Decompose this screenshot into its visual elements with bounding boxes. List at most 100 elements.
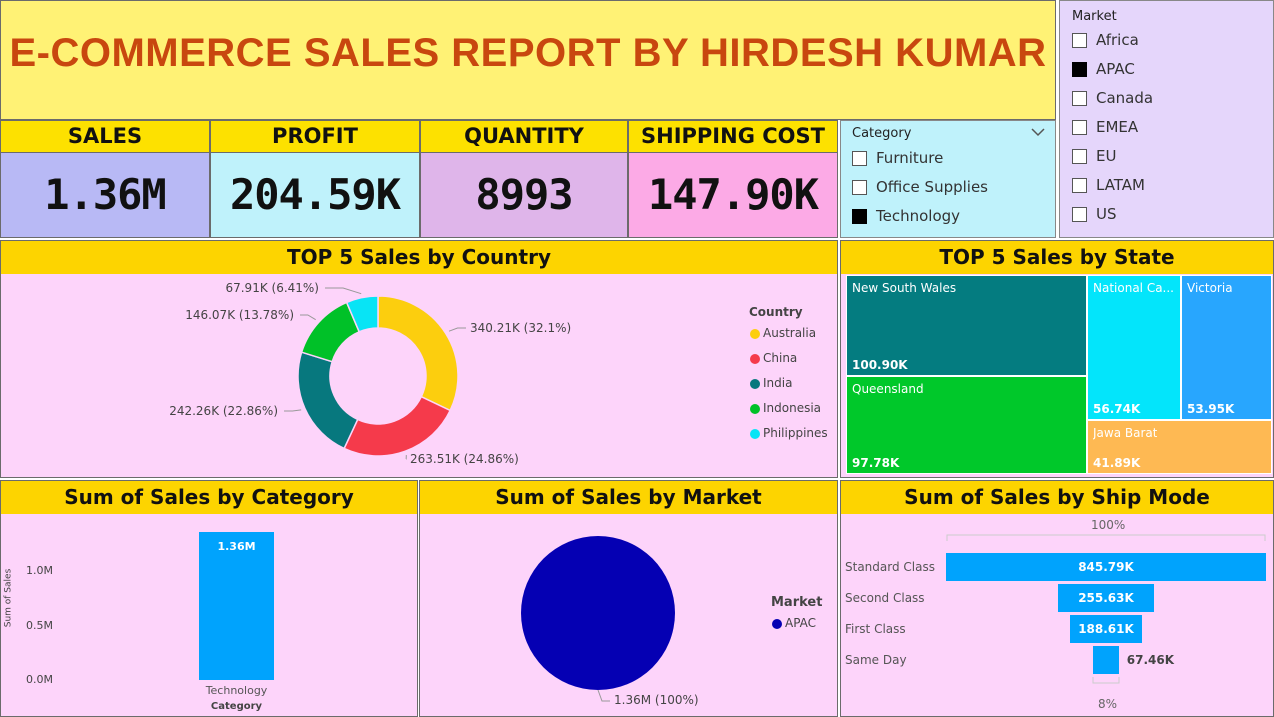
country-legend-item[interactable]: Philippines (763, 426, 828, 440)
donut-slice-australia[interactable] (378, 296, 458, 411)
funnel-category-label: Standard Class (845, 560, 935, 574)
country-legend-item[interactable]: Australia (763, 326, 816, 340)
market-slicer-item-3[interactable]: EMEA (1072, 116, 1138, 138)
treemap-tile[interactable]: National Ca... 56.74K (1087, 275, 1181, 420)
country-legend-item[interactable]: India (763, 376, 792, 390)
market-slicer-item-label: Canada (1096, 89, 1153, 107)
treemap-tile-name: Queensland (852, 382, 924, 396)
state-chart-title: TOP 5 Sales by State (841, 241, 1273, 274)
treemap-tile-value: 100.90K (852, 358, 908, 372)
treemap-tile-name: New South Wales (852, 281, 956, 295)
category-slicer-item-label: Furniture (876, 149, 943, 167)
bar-value-label: 1.36M (199, 540, 274, 553)
checkbox-icon[interactable] (1072, 33, 1087, 48)
treemap-tile-name: Jawa Barat (1093, 426, 1157, 440)
funnel-value-label: 845.79K (946, 560, 1266, 574)
donut-slice-china[interactable] (344, 397, 450, 456)
x-axis-label: Category (199, 701, 274, 712)
treemap-tile[interactable]: New South Wales 100.90K (846, 275, 1087, 376)
treemap-tile[interactable]: Jawa Barat 41.89K (1087, 420, 1272, 474)
legend-dot-icon (750, 429, 760, 439)
treemap-tile[interactable]: Victoria 53.95K (1181, 275, 1272, 420)
country-legend-title: Country (749, 305, 803, 319)
legend-dot-icon (750, 354, 760, 364)
checkbox-icon[interactable] (1072, 120, 1087, 135)
treemap-tile-value: 97.78K (852, 456, 899, 470)
kpi-label-1: PROFIT (210, 120, 420, 153)
funnel-bottom-percent: 8% (1098, 697, 1117, 711)
donut-leader-line (325, 288, 361, 294)
checkbox-icon[interactable] (852, 180, 867, 195)
category-sales-panel: Sum of Sales by Category 0.0M 0.5M 1.0M Sum… (0, 480, 418, 717)
checkbox-icon[interactable] (1072, 207, 1087, 222)
kpi-label-3: SHIPPING COST (628, 120, 838, 153)
donut-data-label: 67.91K (6.41%) (225, 281, 319, 295)
pie-leader-line (598, 690, 610, 701)
treemap-tile[interactable]: Queensland 97.78K (846, 376, 1087, 474)
pie-slice-apac[interactable] (521, 536, 675, 690)
funnel-value-label: 67.46K (1127, 653, 1174, 667)
funnel-category-label: First Class (845, 622, 906, 636)
y-tick-label: 0.5M (26, 619, 53, 632)
market-slicer-item-4[interactable]: EU (1072, 145, 1116, 167)
market-slicer-item-2[interactable]: Canada (1072, 87, 1153, 109)
category-chart-title: Sum of Sales by Category (1, 481, 417, 514)
state-sales-panel: TOP 5 Sales by State New South Wales 100.… (840, 240, 1274, 478)
category-slicer-item-label: Technology (876, 207, 960, 225)
donut-data-label: 263.51K (24.86%) (410, 452, 519, 466)
category-slicer-item-1[interactable]: Office Supplies (852, 176, 988, 198)
checkbox-icon[interactable] (1072, 149, 1087, 164)
chevron-down-icon[interactable] (1031, 127, 1045, 137)
category-bar[interactable] (199, 532, 274, 680)
market-sales-panel: Sum of Sales by Market 1.36M (100%) Mark… (419, 480, 838, 717)
funnel-value-label: 255.63K (1058, 591, 1155, 605)
donut-data-label: 146.07K (13.78%) (185, 308, 294, 322)
market-slicer-title: Market (1072, 9, 1117, 24)
donut-slice-india[interactable] (298, 352, 358, 448)
checkbox-icon[interactable] (1072, 62, 1087, 77)
market-slice-label: 1.36M (100%) (614, 693, 699, 707)
shipmode-sales-panel: Sum of Sales by Ship Mode 100% Standard … (840, 480, 1274, 717)
kpi-value-1: 204.59K (210, 153, 420, 238)
market-slicer-item-label: US (1096, 205, 1117, 223)
market-slicer-item-6[interactable]: US (1072, 203, 1117, 225)
country-donut-chart (1, 241, 838, 478)
market-slicer-item-label: Africa (1096, 31, 1139, 49)
legend-dot-icon (772, 619, 782, 629)
checkbox-icon[interactable] (852, 209, 867, 224)
market-slicer-item-label: EMEA (1096, 118, 1138, 136)
market-legend-title: Market (771, 595, 822, 610)
treemap-tile-value: 56.74K (1093, 402, 1140, 416)
checkbox-icon[interactable] (1072, 91, 1087, 106)
kpi-label-2: QUANTITY (420, 120, 628, 153)
market-slicer-item-label: LATAM (1096, 176, 1145, 194)
funnel-bar[interactable] (1093, 646, 1119, 674)
legend-dot-icon (750, 404, 760, 414)
market-slicer-item-5[interactable]: LATAM (1072, 174, 1145, 196)
category-slicer-title: Category (852, 126, 911, 141)
treemap-tile-name: Victoria (1187, 281, 1233, 295)
market-slicer-item-label: APAC (1096, 60, 1135, 78)
category-slicer-item-2[interactable]: Technology (852, 205, 960, 227)
y-tick-label: 0.0M (26, 673, 53, 686)
country-legend-item[interactable]: Indonesia (763, 401, 821, 415)
checkbox-icon[interactable] (852, 151, 867, 166)
market-legend-item[interactable]: APAC (785, 616, 816, 630)
category-slicer-item-0[interactable]: Furniture (852, 147, 943, 169)
treemap-tile-name: National Ca... (1093, 281, 1174, 295)
category-slicer-item-label: Office Supplies (876, 178, 988, 196)
funnel-value-label: 188.61K (1070, 622, 1141, 636)
kpi-value-0: 1.36M (0, 153, 210, 238)
kpi-value-3: 147.90K (628, 153, 838, 238)
country-legend-item[interactable]: China (763, 351, 797, 365)
market-slicer-item-1[interactable]: APAC (1072, 58, 1135, 80)
checkbox-icon[interactable] (1072, 178, 1087, 193)
y-tick-label: 1.0M (26, 564, 53, 577)
donut-data-label: 242.26K (22.86%) (169, 404, 278, 418)
donut-leader-line (300, 315, 316, 320)
market-slicer-item-0[interactable]: Africa (1072, 29, 1139, 51)
kpi-value-2: 8993 (420, 153, 628, 238)
legend-dot-icon (750, 379, 760, 389)
x-tick-label: Technology (199, 684, 274, 697)
y-axis-label: Sum of Sales (3, 569, 13, 628)
